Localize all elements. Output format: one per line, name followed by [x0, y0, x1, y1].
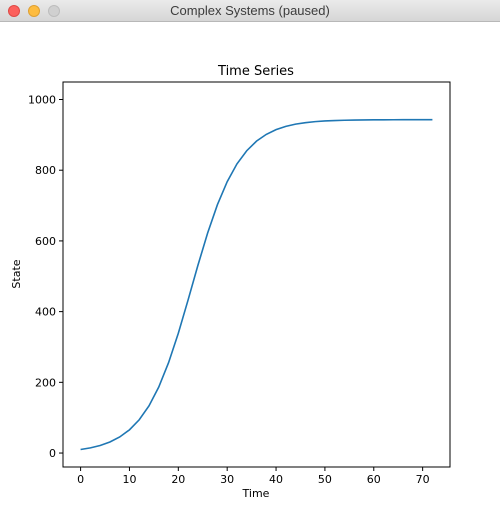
- x-tick-label: 10: [122, 473, 136, 486]
- chart-title: Time Series: [217, 64, 294, 79]
- y-tick-label: 400: [35, 306, 56, 319]
- window-title: Complex Systems (paused): [170, 3, 330, 18]
- x-tick-label: 30: [220, 473, 234, 486]
- x-tick-label: 70: [416, 473, 430, 486]
- window-titlebar[interactable]: Complex Systems (paused): [0, 0, 500, 22]
- series-line: [80, 118, 433, 451]
- y-tick-label: 200: [35, 376, 56, 389]
- plot-frame: [62, 81, 451, 468]
- x-axis: 0 10 20 30 40 50 60 70: [77, 467, 430, 486]
- x-tick-label: 40: [269, 473, 283, 486]
- y-tick-label: 0: [49, 447, 56, 460]
- y-axis: 0 200 400 600 800 1000: [28, 94, 63, 460]
- time-series-chart: Time Series 0 10 20 30 40 50 60 70 0 200 400 600 80…: [10, 64, 451, 500]
- y-tick-label: 800: [35, 164, 56, 177]
- x-tick-label: 60: [367, 473, 381, 486]
- zoom-button[interactable]: [48, 5, 60, 17]
- y-axis-label: State: [10, 259, 23, 288]
- x-tick-label: 20: [171, 473, 185, 486]
- y-tick-label: 1000: [28, 94, 56, 107]
- y-tick-label: 600: [35, 235, 56, 248]
- close-button[interactable]: [8, 5, 20, 17]
- x-axis-label: Time: [242, 487, 270, 500]
- figure-canvas: Time Series 0 10 20 30 40 50 60 70 0 200 400 600 80…: [0, 22, 500, 522]
- minimize-button[interactable]: [28, 5, 40, 17]
- x-tick-label: 0: [77, 473, 84, 486]
- x-tick-label: 50: [318, 473, 332, 486]
